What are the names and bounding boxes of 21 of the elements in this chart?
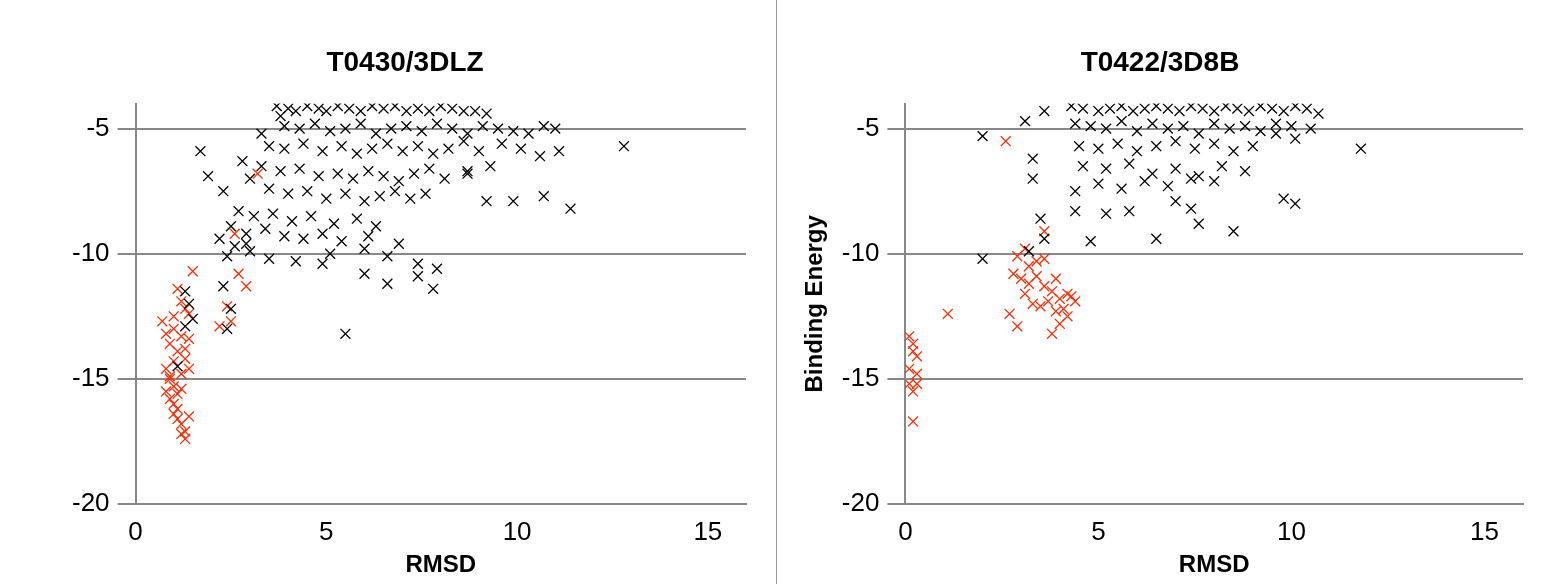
y-axis-title: Binding Energy bbox=[800, 214, 828, 393]
x-tick-label: 10 bbox=[1276, 515, 1306, 546]
x-tick-label: 0 bbox=[128, 515, 143, 546]
x-tick-label: 5 bbox=[1091, 515, 1106, 546]
y-tick-label: -10 bbox=[72, 236, 110, 267]
x-axis-title: RMSD bbox=[1178, 550, 1250, 578]
chart-title: T0422/3D8B bbox=[1080, 45, 1240, 77]
x-tick-label: 15 bbox=[1469, 515, 1499, 546]
x-tick-label: 10 bbox=[502, 515, 532, 546]
x-tick-label: 0 bbox=[898, 515, 913, 546]
chart-title: T0430/3DLZ bbox=[326, 45, 484, 77]
y-tick-label: -10 bbox=[841, 236, 880, 267]
x-tick-label: 5 bbox=[319, 515, 334, 546]
y-tick-label: -20 bbox=[72, 487, 110, 518]
x-axis-title: RMSD bbox=[405, 550, 477, 578]
y-tick-label: -15 bbox=[72, 362, 110, 393]
y-tick-label: -15 bbox=[841, 362, 880, 393]
y-tick-label: -5 bbox=[856, 111, 880, 142]
x-tick-label: 15 bbox=[693, 515, 723, 546]
y-tick-label: -5 bbox=[86, 111, 110, 142]
y-tick-label: -20 bbox=[841, 487, 880, 518]
